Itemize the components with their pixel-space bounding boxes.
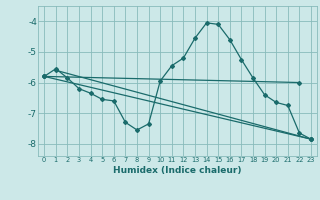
X-axis label: Humidex (Indice chaleur): Humidex (Indice chaleur) [113, 166, 242, 175]
